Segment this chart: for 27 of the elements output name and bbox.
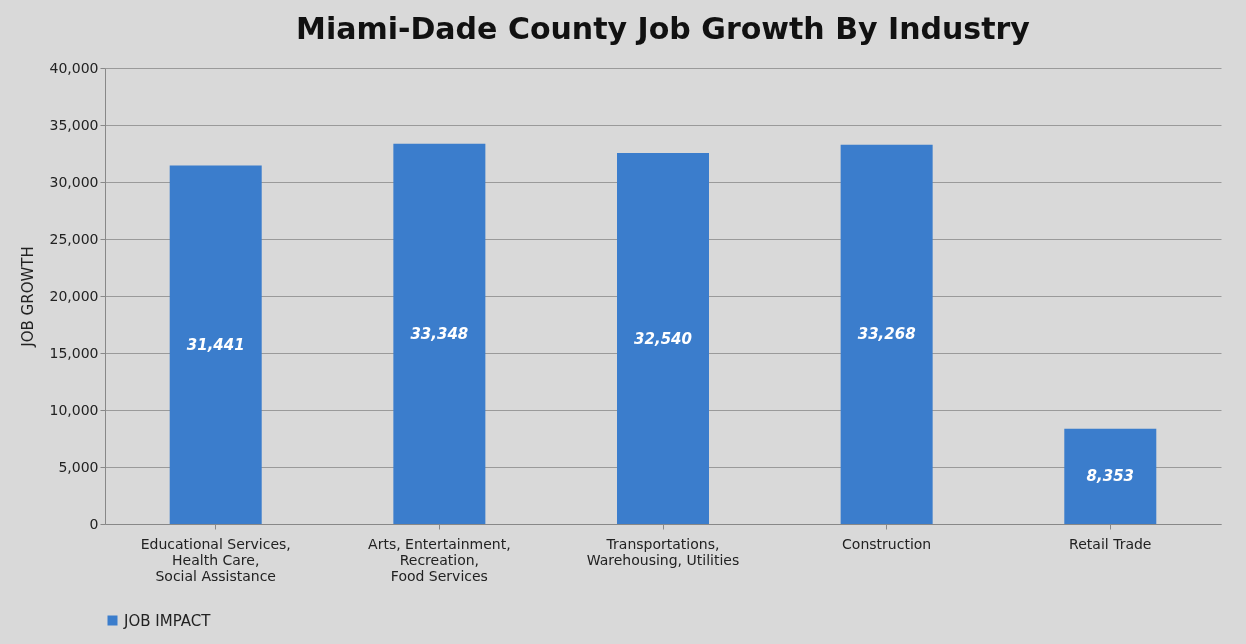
y-tick-label: 35,000: [49, 116, 99, 133]
y-tick-label: 20,000: [49, 287, 99, 304]
y-tick-label: 10,000: [49, 401, 99, 418]
y-axis-title: JOB GROWTH: [18, 246, 37, 348]
x-tick-label: Construction: [842, 535, 932, 552]
data-label: 32,540: [634, 329, 692, 348]
data-label: 31,441: [186, 335, 245, 354]
y-tick-label: 5,000: [58, 458, 99, 475]
bar: [1064, 428, 1157, 524]
y-tick-label: 0: [89, 515, 99, 532]
chart-title: Miami-Dade County Job Growth By Industry: [296, 11, 1031, 46]
bar: [840, 144, 933, 524]
bar: [617, 153, 709, 524]
y-tick-label: 40,000: [49, 59, 99, 76]
x-tick-label: Transportations, Warehousing, Utilities: [586, 535, 740, 568]
x-tick-label: Retail Trade: [1069, 535, 1152, 552]
legend-label: JOB IMPACT: [123, 611, 212, 630]
bar: [169, 165, 262, 524]
data-label: 8,353: [1086, 467, 1135, 486]
x-tick-label: Educational Services, Health Care, Social Assistance: [140, 535, 291, 584]
y-tick-label: 30,000: [49, 173, 99, 190]
y-tick-label: 15,000: [49, 344, 99, 361]
data-label: 33,348: [410, 324, 469, 343]
y-tick-label: 25,000: [49, 230, 99, 247]
data-label: 33,268: [857, 325, 916, 344]
x-tick-label: Arts, Entertainment, Recreation, Food Services: [368, 535, 511, 584]
bar: [393, 143, 486, 524]
